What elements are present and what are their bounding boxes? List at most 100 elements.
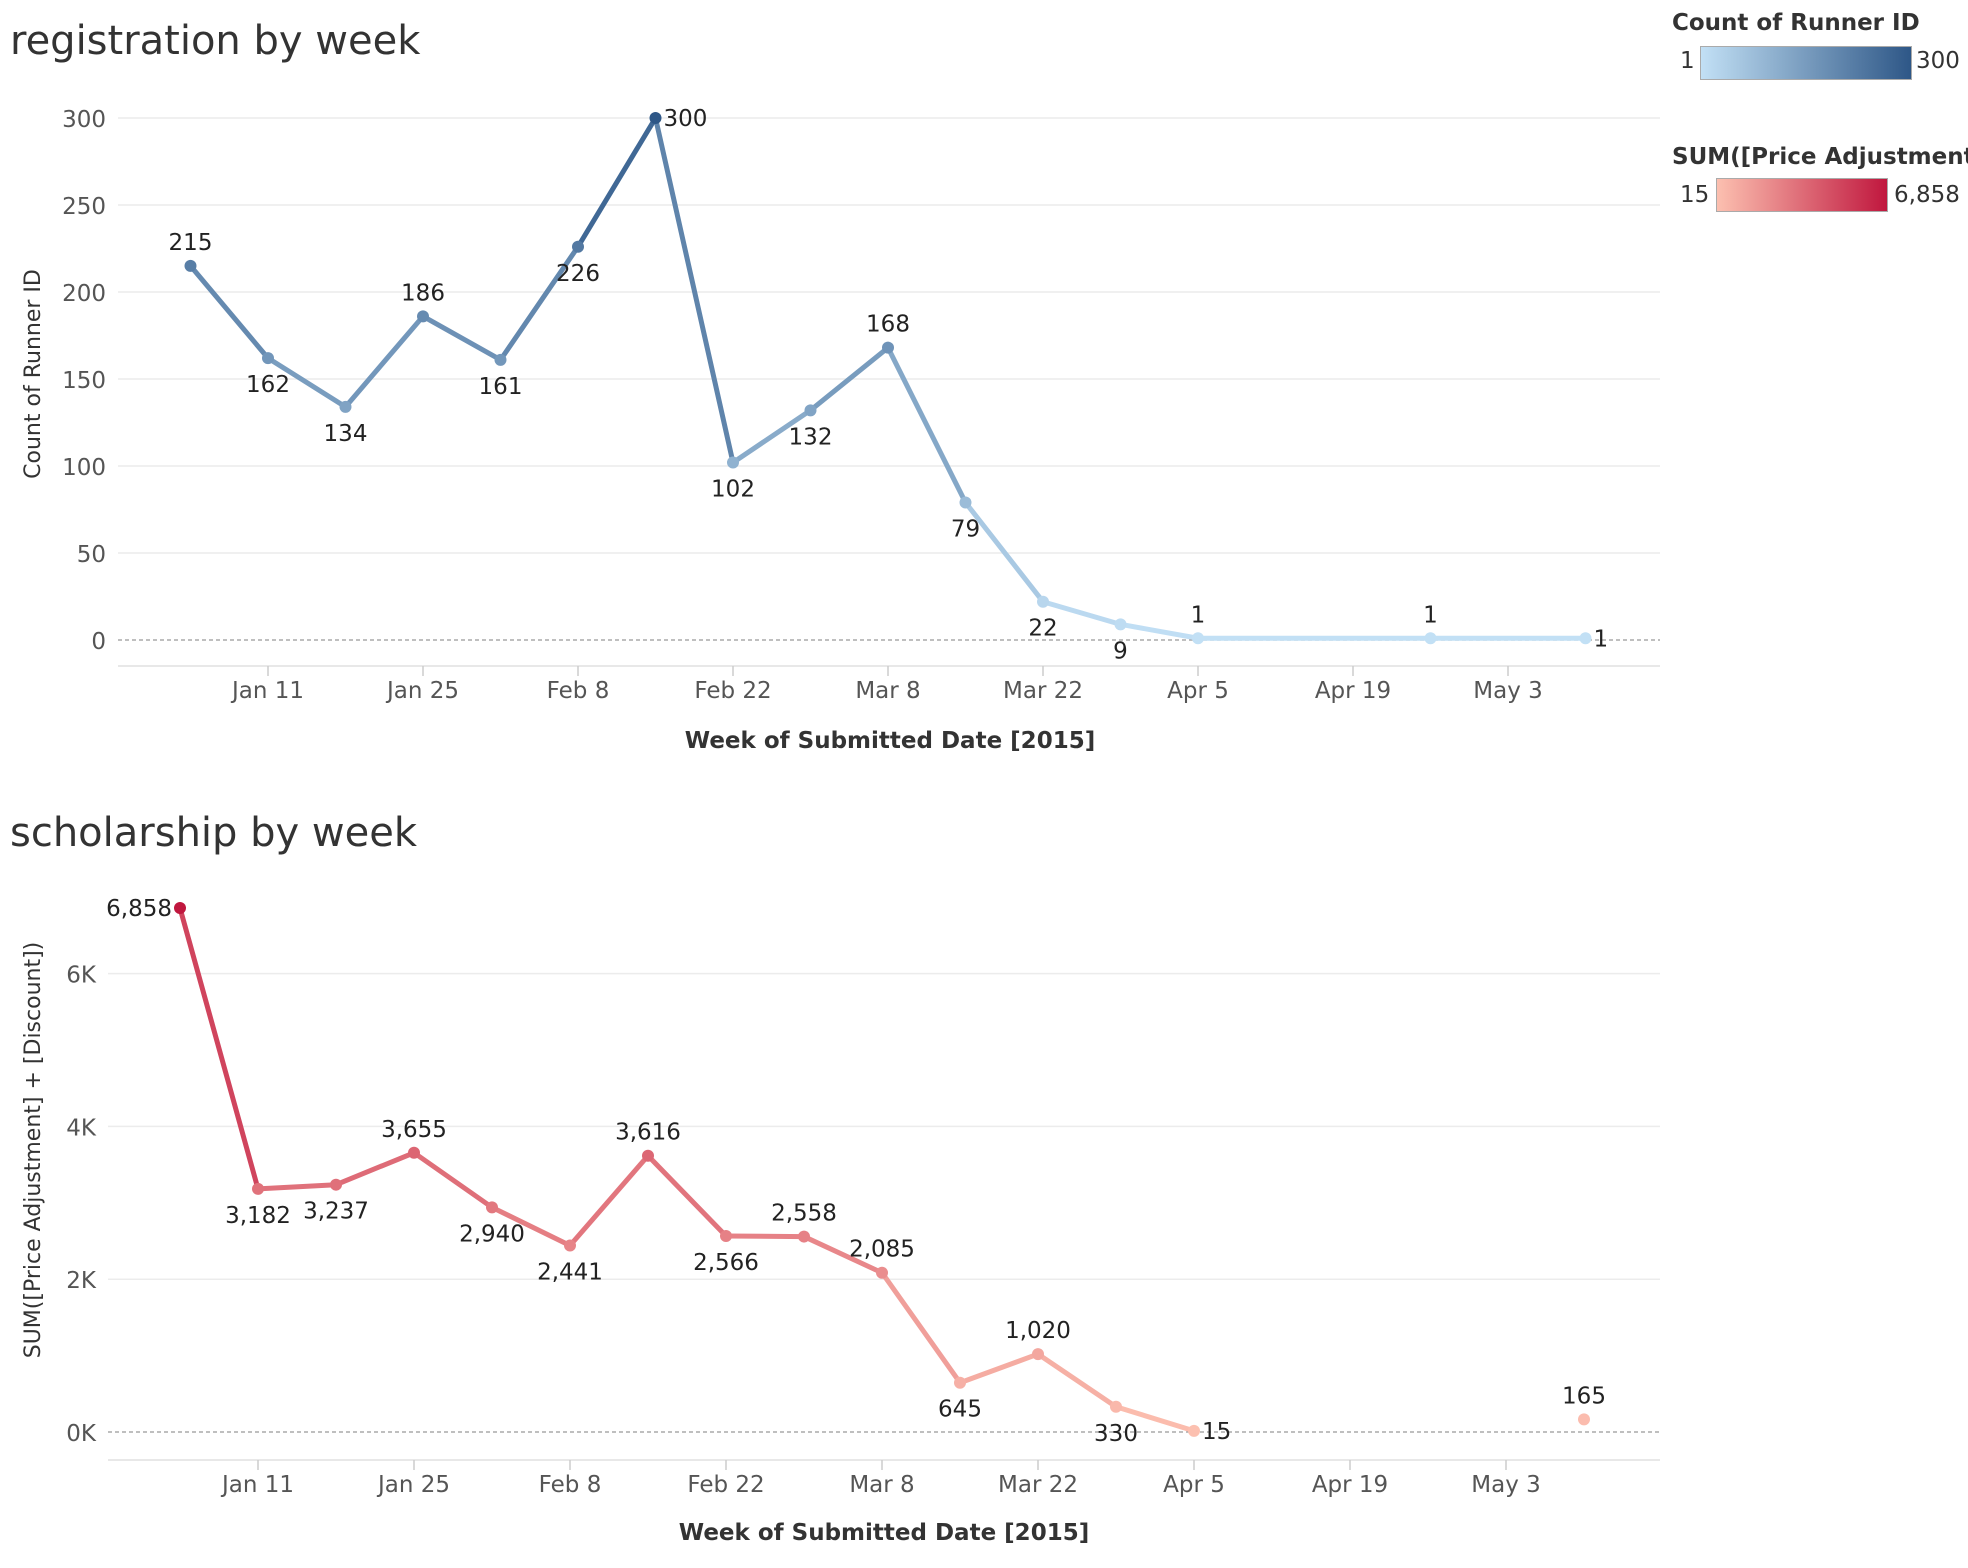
series-line-segment <box>1040 599 1123 627</box>
chart-title-registration: registration by week <box>10 18 421 64</box>
data-label: 2,558 <box>771 1201 837 1227</box>
data-point <box>1110 1400 1122 1413</box>
legend-min-price: 15 <box>1680 182 1710 208</box>
data-label: 165 <box>1562 1383 1606 1409</box>
registration-line-chart[interactable]: 0 50 100 150 200 250 300 Jan 11 Jan 25 Feb 8 Feb 2… <box>0 0 1968 790</box>
data-label: 2,566 <box>693 1250 759 1276</box>
series-line-segment <box>575 115 658 250</box>
data-point <box>882 341 894 354</box>
data-point <box>1192 632 1204 645</box>
data-point <box>339 400 352 413</box>
data-label: 186 <box>401 280 445 306</box>
data-label: 1 <box>1594 626 1609 652</box>
data-label: 300 <box>664 106 708 132</box>
series-line-segment <box>255 1182 339 1192</box>
data-point <box>642 1149 654 1162</box>
y-tick-label: 250 <box>62 194 106 220</box>
data-label: 132 <box>789 424 833 450</box>
series-line-segment <box>808 345 891 413</box>
legend-max-price: 6,858 <box>1894 182 1960 208</box>
x-tick-label: Feb 8 <box>539 1472 602 1498</box>
data-point <box>1188 1424 1200 1437</box>
series-line-segment <box>963 500 1046 605</box>
series-line-segment <box>343 313 426 410</box>
series-line-segment <box>333 1150 417 1188</box>
series-line-segment <box>730 407 813 466</box>
data-label: 22 <box>1028 616 1057 642</box>
series-line-segment <box>957 1351 1041 1386</box>
x-tick-label: Mar 22 <box>1003 678 1083 704</box>
y-axis-title: SUM([Price Adjustment] + [Discount]) <box>21 942 46 1359</box>
data-label: 3,616 <box>615 1120 681 1146</box>
y-tick-label: 300 <box>62 107 106 133</box>
data-label: 161 <box>479 374 523 400</box>
y-axis-title: Count of Runner ID <box>21 269 46 479</box>
series-line-segment <box>1035 1351 1119 1410</box>
data-label: 162 <box>246 372 290 398</box>
data-label: 1 <box>1423 602 1438 628</box>
series-line-segment <box>801 1234 885 1276</box>
series-line-segment <box>177 905 261 1192</box>
series-line-segment <box>420 313 503 363</box>
series-line-segment <box>567 1153 651 1249</box>
series-line-segment <box>1113 1404 1197 1434</box>
x-tick-label: Mar 8 <box>855 678 920 704</box>
data-point <box>720 1229 732 1242</box>
data-label: 3,237 <box>303 1199 369 1225</box>
series-line-segment <box>645 1153 729 1239</box>
data-point <box>174 902 186 915</box>
x-tick-label: May 3 <box>1471 1472 1541 1498</box>
data-point <box>876 1266 888 1279</box>
data-point <box>959 496 972 509</box>
data-label: 3,182 <box>225 1203 291 1229</box>
data-point <box>494 353 507 366</box>
legend-title-price: SUM([Price Adjustment] .. <box>1672 144 1968 170</box>
x-tick-label: Jan 11 <box>220 1472 294 1498</box>
series-line-segment <box>489 1204 573 1249</box>
series-line-segment <box>1118 621 1201 641</box>
x-tick-label: Feb 22 <box>694 678 771 704</box>
data-label: 6,858 <box>106 896 172 922</box>
y-tick-label: 200 <box>62 281 106 307</box>
x-tick-label: Feb 8 <box>547 678 610 704</box>
data-point <box>1032 1348 1044 1361</box>
series-line-segment <box>265 355 348 410</box>
data-label: 102 <box>711 477 755 503</box>
data-point <box>1578 1413 1590 1426</box>
x-tick-label: Mar 22 <box>998 1472 1078 1498</box>
x-tick-label: Jan 11 <box>230 678 304 704</box>
data-label: 215 <box>169 230 213 256</box>
data-label: 226 <box>556 261 600 287</box>
data-label: 1,020 <box>1005 1318 1071 1344</box>
data-point <box>1037 595 1049 608</box>
data-label: 330 <box>1094 1421 1138 1447</box>
legend-max-count: 300 <box>1916 48 1960 74</box>
x-tick-label: Apr 5 <box>1167 678 1229 704</box>
data-point <box>184 259 197 272</box>
data-label: 9 <box>1113 638 1128 664</box>
data-point <box>1579 632 1592 645</box>
data-point <box>804 404 817 417</box>
x-tick-label: Apr 5 <box>1163 1472 1225 1498</box>
y-tick-label: 2K <box>66 1268 97 1294</box>
legend-min-count: 1 <box>1680 48 1695 74</box>
data-point <box>262 352 274 365</box>
data-point <box>649 112 662 124</box>
data-point <box>1424 632 1437 645</box>
y-tick-label: 0 <box>91 629 106 655</box>
data-point <box>408 1146 420 1159</box>
y-tick-label: 6K <box>66 963 97 989</box>
data-point <box>572 240 584 253</box>
series-line-segment <box>188 263 271 361</box>
x-axis-title: Week of Submitted Date [2015] <box>679 1520 1089 1546</box>
data-label: 2,085 <box>849 1237 915 1263</box>
data-label: 1 <box>1191 602 1206 628</box>
y-tick-label: 4K <box>66 1115 97 1141</box>
chart-title-scholarship: scholarship by week <box>10 810 418 856</box>
legend-gradient-count <box>1700 46 1912 80</box>
x-tick-label: Jan 25 <box>376 1472 450 1498</box>
x-axis-title: Week of Submitted Date [2015] <box>685 728 1095 754</box>
x-tick-label: Apr 19 <box>1312 1472 1388 1498</box>
data-point <box>954 1376 966 1389</box>
